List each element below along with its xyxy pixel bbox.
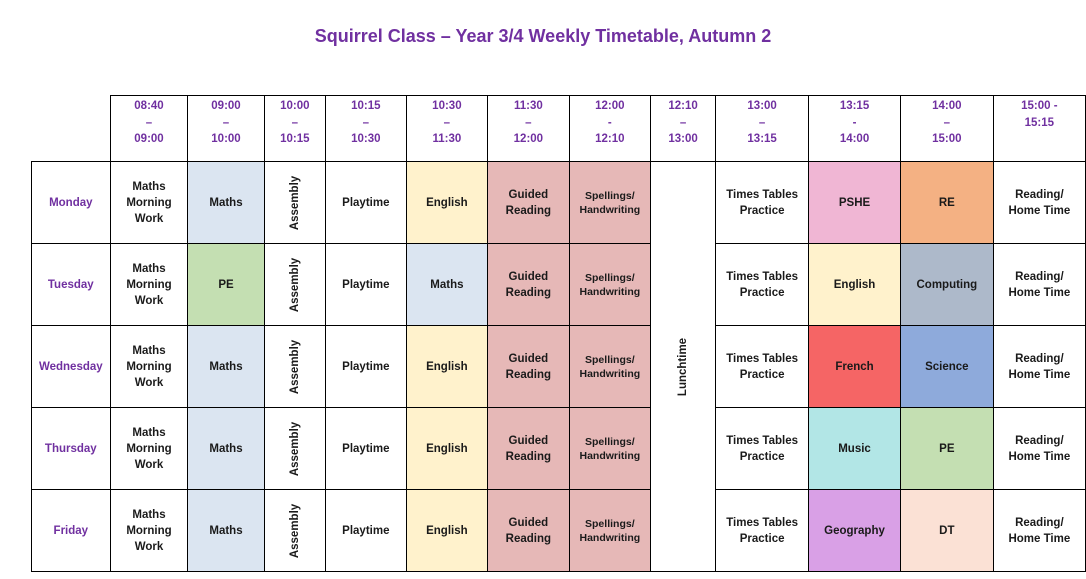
lesson-cell: PE [899,407,994,490]
lesson-cell: English [405,161,489,244]
day-label: Wednesday [31,325,111,408]
time-slot: 09:00 – 10:00 [187,95,265,162]
reading-cell: Reading/ Home Time [992,489,1086,572]
page-title: Squirrel Class – Year 3/4 Weekly Timetab… [314,26,772,46]
assembly-label: Assembly [288,503,301,558]
morning-work-cell: Maths Morning Work [109,161,189,244]
assembly-cell: Assembly [263,161,326,244]
playtime-cell: Playtime [324,489,407,572]
lesson-cell: Maths [187,325,265,408]
lesson-cell: Maths [405,243,489,326]
assembly-cell: Assembly [263,243,326,326]
assembly-cell: Assembly [263,489,326,572]
lesson-cell: Science [899,325,994,408]
time-slot: 12:10 – 13:00 [649,95,717,162]
spellings-cell: Spellings/ Handwriting [568,325,651,408]
times-tables-cell: Times Tables Practice [715,489,810,572]
assembly-label: Assembly [288,257,301,312]
spellings-cell: Spellings/ Handwriting [568,161,651,244]
lesson-cell: Maths [187,407,265,490]
time-slot: 10:15 – 10:30 [324,95,407,162]
playtime-cell: Playtime [324,243,407,326]
morning-work-cell: Maths Morning Work [109,407,189,490]
assembly-cell: Assembly [263,325,326,408]
lesson-cell: English [808,243,901,326]
assembly-label: Assembly [288,175,301,230]
time-slot: 11:30 – 12:00 [487,95,570,162]
lesson-cell: Music [808,407,901,490]
lesson-cell: RE [899,161,994,244]
spellings-cell: Spellings/ Handwriting [568,407,651,490]
lesson-cell: Maths [187,489,265,572]
time-slot: 13:15 - 14:00 [808,95,901,162]
day-label: Monday [31,161,111,244]
times-tables-cell: Times Tables Practice [715,407,810,490]
assembly-label: Assembly [288,421,301,476]
lesson-cell: English [405,325,489,408]
playtime-cell: Playtime [324,325,407,408]
morning-work-cell: Maths Morning Work [109,243,189,326]
spellings-cell: Spellings/ Handwriting [568,489,651,572]
day-row-friday: Friday Maths Morning Work Maths Assembly… [31,489,1086,572]
lunchtime-cell: Lunchtime [649,161,717,572]
lunchtime-label: Lunchtime [677,337,690,396]
guided-reading-cell: Guided Reading [487,161,570,244]
playtime-cell: Playtime [324,161,407,244]
lesson-cell: French [808,325,901,408]
time-slot: 14:00 – 15:00 [899,95,994,162]
assembly-cell: Assembly [263,407,326,490]
time-slot: 15:00 - 15:15 [992,95,1086,162]
time-slot: 10:30 – 11:30 [405,95,489,162]
lesson-cell: Maths [187,161,265,244]
guided-reading-cell: Guided Reading [487,407,570,490]
spellings-cell: Spellings/ Handwriting [568,243,651,326]
day-row-tuesday: Tuesday Maths Morning Work PE Assembly P… [31,243,1086,326]
lesson-cell: English [405,407,489,490]
morning-work-cell: Maths Morning Work [109,489,189,572]
time-slot: 10:00 – 10:15 [263,95,326,162]
morning-work-cell: Maths Morning Work [109,325,189,408]
guided-reading-cell: Guided Reading [487,489,570,572]
guided-reading-cell: Guided Reading [487,325,570,408]
lesson-cell: PSHE [808,161,901,244]
playtime-cell: Playtime [324,407,407,490]
times-tables-cell: Times Tables Practice [715,325,810,408]
lesson-cell: English [405,489,489,572]
lesson-cell: DT [899,489,994,572]
times-tables-cell: Times Tables Practice [715,243,810,326]
time-slot: 12:00 - 12:10 [568,95,651,162]
day-label: Friday [31,489,111,572]
day-label: Thursday [31,407,111,490]
lesson-cell: Geography [808,489,901,572]
time-header-row: 08:40 – 09:00 09:00 – 10:00 10:00 – 10:1… [32,95,1086,162]
assembly-label: Assembly [288,339,301,394]
day-row-monday: Monday Maths Morning Work Maths Assembly… [31,161,1086,572]
time-slot: 13:00 – 13:15 [715,95,810,162]
reading-cell: Reading/ Home Time [992,407,1086,490]
time-slot: 08:40 – 09:00 [109,95,189,162]
reading-cell: Reading/ Home Time [992,243,1086,326]
corner-cell [32,96,111,162]
reading-cell: Reading/ Home Time [992,161,1086,244]
lesson-cell: PE [187,243,265,326]
times-tables-cell: Times Tables Practice [715,161,810,244]
reading-cell: Reading/ Home Time [992,325,1086,408]
lesson-cell: Computing [899,243,994,326]
day-row-thursday: Thursday Maths Morning Work Maths Assemb… [31,407,1086,490]
timetable: 08:40 – 09:00 09:00 – 10:00 10:00 – 10:1… [31,95,1086,572]
guided-reading-cell: Guided Reading [487,243,570,326]
day-row-wednesday: Wednesday Maths Morning Work Maths Assem… [31,325,1086,408]
day-label: Tuesday [31,243,111,326]
